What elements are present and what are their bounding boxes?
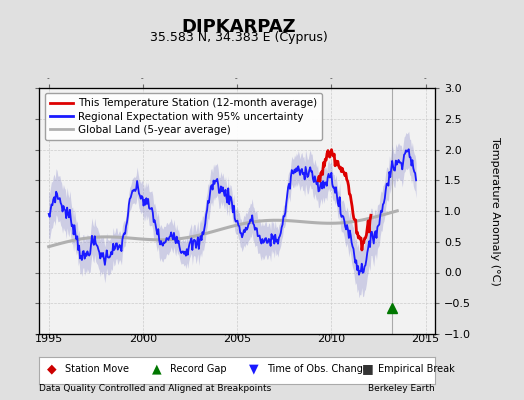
Text: Data Quality Controlled and Aligned at Breakpoints: Data Quality Controlled and Aligned at B… [39, 384, 271, 393]
Legend: This Temperature Station (12-month average), Regional Expectation with 95% uncer: This Temperature Station (12-month avera… [45, 93, 322, 140]
Text: 35.583 N, 34.383 E (Cyprus): 35.583 N, 34.383 E (Cyprus) [149, 31, 328, 44]
Text: ▲: ▲ [152, 362, 162, 376]
Text: 2010: 2010 [317, 334, 345, 344]
Text: 2000: 2000 [129, 334, 157, 344]
Text: Record Gap: Record Gap [170, 364, 226, 374]
Text: DIPKARPAZ: DIPKARPAZ [181, 18, 296, 36]
Text: ▼: ▼ [249, 362, 259, 376]
Text: ■: ■ [362, 362, 374, 376]
Text: ◆: ◆ [47, 362, 57, 376]
Text: Time of Obs. Change: Time of Obs. Change [267, 364, 369, 374]
Text: 1995: 1995 [35, 334, 63, 344]
Text: 2015: 2015 [411, 334, 440, 344]
Text: Empirical Break: Empirical Break [378, 364, 454, 374]
Text: 2005: 2005 [223, 334, 251, 344]
Y-axis label: Temperature Anomaly (°C): Temperature Anomaly (°C) [490, 137, 500, 285]
Text: Station Move: Station Move [65, 364, 129, 374]
Text: Berkeley Earth: Berkeley Earth [368, 384, 435, 393]
